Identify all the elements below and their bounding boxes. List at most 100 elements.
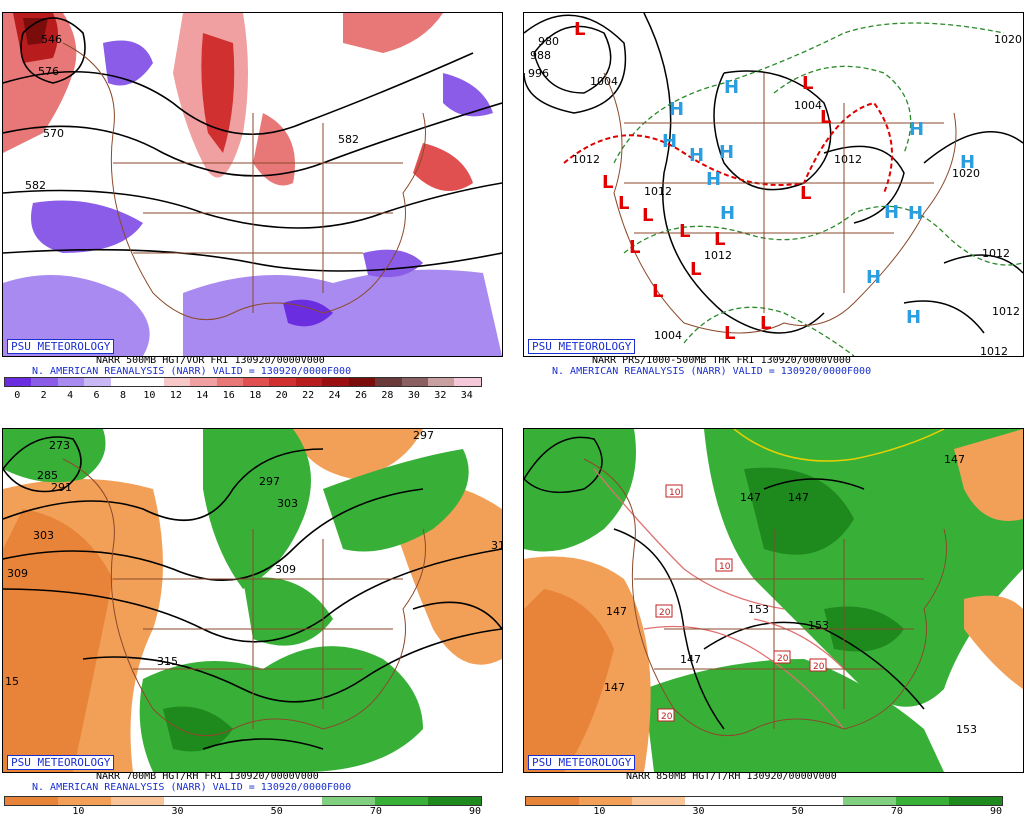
colorbar-swatch	[242, 378, 270, 386]
caption-line1: NARR 700MB HGT/RH FRI 130920/0000V000	[96, 771, 319, 782]
caption-line2: N. AMERICAN REANALYSIS (NARR) VALID = 13…	[32, 782, 352, 793]
isobar-label: 1012	[834, 153, 862, 166]
colorbar-tick-label: 2	[40, 390, 47, 401]
colorbar-swatch	[84, 378, 111, 386]
high-marker: H	[960, 152, 975, 173]
rh-colorbar	[525, 796, 1003, 806]
low-marker: L	[724, 323, 735, 344]
colorbar-tick-label: 90	[990, 806, 1003, 817]
colorbar-swatch	[737, 797, 791, 805]
colorbar-swatch	[401, 378, 428, 386]
isobar-label: 1004	[654, 329, 682, 342]
contour-label: 153	[808, 619, 829, 632]
low-marker: L	[679, 221, 690, 242]
rh-colorbar	[4, 796, 482, 806]
colorbar-swatch	[322, 378, 349, 386]
low-marker: L	[760, 313, 771, 334]
contour-label: 291	[51, 481, 72, 494]
colorbar-tick-label: 50	[270, 806, 283, 817]
colorbar-tick-label: 18	[249, 390, 262, 401]
colorbar-swatch	[216, 378, 243, 386]
contour-label: 147	[604, 681, 625, 694]
colorbar-tick-label: 26	[354, 390, 368, 401]
colorbar-swatch	[5, 797, 58, 805]
caption-line2: N. AMERICAN REANALYSIS (NARR) VALID = 13…	[552, 366, 872, 377]
contour-label: 153	[748, 603, 769, 616]
colorbar-swatch	[31, 378, 58, 386]
colorbar-tick-label: 10	[143, 390, 156, 401]
contour-label: 147	[606, 605, 627, 618]
isobar-label: 1012	[572, 153, 600, 166]
high-marker: H	[724, 77, 739, 98]
colorbar-tick-label: 70	[890, 806, 903, 817]
isobar-label: 1012	[644, 185, 672, 198]
colorbar-swatch	[631, 797, 685, 805]
colorbar-tick-label: 14	[196, 390, 209, 401]
low-marker: L	[820, 107, 831, 128]
colorbar-swatch	[375, 378, 402, 386]
colorbar-tick-label: 20	[275, 390, 288, 401]
colorbar-tick-label: 24	[328, 390, 341, 401]
contour-label: 147	[740, 491, 761, 504]
contour-label: 576	[38, 65, 59, 78]
temp-label: 10	[719, 562, 731, 572]
isobar-label: 1012	[704, 249, 732, 262]
contour-label: 582	[25, 179, 46, 192]
colorbar-swatch	[110, 378, 138, 386]
colorbar-swatch	[57, 797, 111, 805]
low-marker: L	[800, 183, 811, 204]
colorbar-swatch	[526, 797, 579, 805]
temp-label: 20	[659, 608, 671, 618]
colorbar-swatch	[790, 797, 844, 805]
contour-label: 297	[413, 429, 434, 442]
isobar-label: 1012	[980, 345, 1008, 356]
caption-line1: NARR 500MB HGT/VOR FRI 130920/0000V000	[96, 355, 325, 366]
caption-line1: NARR 850MB HGT/T/RH 130920/0000V000	[626, 771, 837, 782]
contour-label: 570	[43, 127, 64, 140]
contour-label: 303	[277, 497, 298, 510]
colorbar-tick-label: 30	[692, 806, 705, 817]
rh-colorbar-labels: 10 30 50 70 90	[4, 806, 481, 818]
high-marker: H	[720, 203, 735, 224]
caption-line1: NARR PRS/1000-500MB THK FRI 130920/0000V…	[592, 355, 851, 366]
colorbar-swatch	[5, 378, 32, 386]
isobar-label: 1004	[590, 75, 618, 88]
colorbar-swatch	[110, 797, 164, 805]
low-marker: L	[618, 193, 629, 214]
temp-label: 20	[661, 712, 673, 722]
high-marker: H	[669, 99, 684, 120]
psu-logo: PSU METEOROLOGY	[7, 755, 115, 770]
colorbar-tick-label: 30	[407, 390, 420, 401]
contour-label: 315	[157, 655, 178, 668]
colorbar-swatch	[163, 797, 217, 805]
rh-colorbar-labels: 10 30 50 70 90	[525, 806, 1003, 818]
low-marker: L	[629, 237, 640, 258]
colorbar-tick-label: 50	[791, 806, 804, 817]
isobar-label: 1020	[952, 167, 980, 180]
colorbar-tick-label: 32	[434, 390, 447, 401]
contour-label: 546	[41, 33, 62, 46]
low-marker: L	[602, 172, 613, 193]
colorbar-tick-label: 34	[460, 390, 473, 401]
vorticity-colorbar-labels: 0 2 4 6 8 10 12 14 16 18 20 22 24 26 28 30 32 34	[4, 390, 480, 402]
high-marker: H	[706, 169, 721, 190]
low-marker: L	[690, 259, 701, 280]
map-500mb: 546 576 570 582 582 PSU METEOROLOGY	[2, 12, 503, 357]
high-marker: H	[908, 203, 923, 224]
colorbar-swatch	[269, 797, 323, 805]
colorbar-swatch	[428, 797, 482, 805]
colorbar-tick-label: 8	[119, 390, 127, 401]
colorbar-swatch	[375, 797, 429, 805]
high-marker: H	[884, 202, 899, 223]
psu-logo: PSU METEOROLOGY	[528, 339, 636, 354]
colorbar-tick-label: 30	[171, 806, 184, 817]
contour-label: 273	[49, 439, 70, 452]
contour-label: 285	[37, 469, 58, 482]
contour-label: 297	[259, 475, 280, 488]
isobar-label: 1012	[992, 305, 1020, 318]
colorbar-swatch	[684, 797, 738, 805]
contour-label: 31	[491, 539, 502, 552]
colorbar-tick-label: 0	[14, 390, 21, 401]
contour-label: 147	[944, 453, 965, 466]
contour-label: 147	[788, 491, 809, 504]
